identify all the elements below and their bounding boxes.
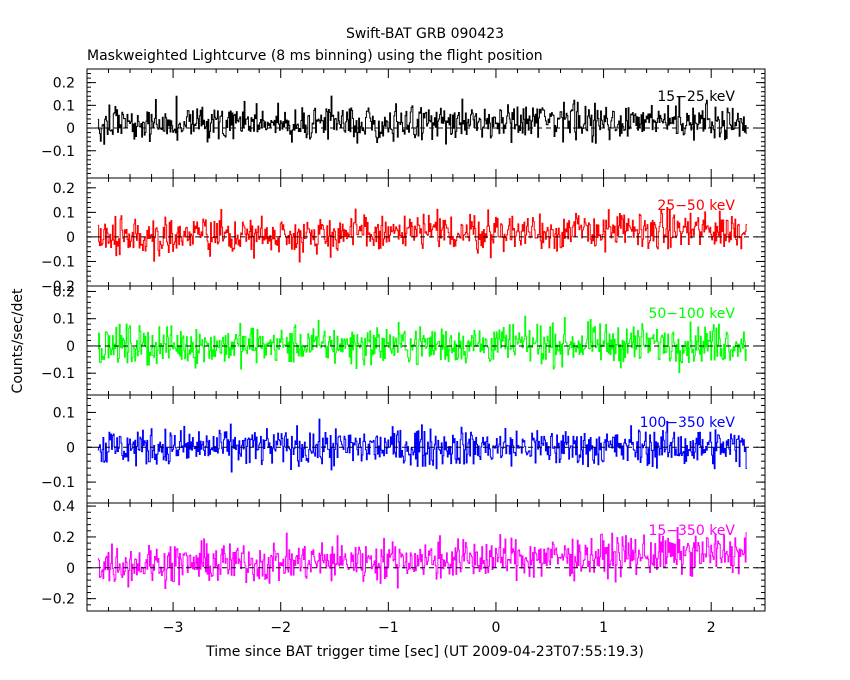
x-tick-label: 1 <box>599 620 608 636</box>
lightcurve-series <box>97 527 747 590</box>
band-label: 15−25 keV <box>657 89 735 105</box>
y-tick-label: −0.1 <box>41 475 75 491</box>
y-tick-label: 0 <box>66 440 75 456</box>
y-tick-label: 0.2 <box>53 76 75 92</box>
x-tick-label: −2 <box>270 620 291 636</box>
band-label: 15−350 keV <box>648 523 735 539</box>
panel-2: −0.2 −0.1 0 0.1 0.2 25−50 keV <box>41 177 766 295</box>
y-tick-label: 0.1 <box>53 98 75 114</box>
panel-5: −0.2 0 0.2 0.4 15−350 keV <box>41 499 766 612</box>
chart-title: Swift-BAT GRB 090423 <box>346 26 504 42</box>
y-tick-label: 0 <box>66 561 75 577</box>
y-tick-label: −0.1 <box>41 144 75 160</box>
y-tick-label: 0 <box>66 339 75 355</box>
band-label: 50−100 keV <box>648 306 735 322</box>
y-tick-label: −0.2 <box>41 279 75 295</box>
panel-frame <box>86 68 766 179</box>
x-tick-label: −3 <box>163 620 184 636</box>
x-tick-label: 2 <box>707 620 716 636</box>
x-tick-label: −1 <box>378 620 399 636</box>
y-tick-label: −0.2 <box>41 592 75 608</box>
panel-3: −0.1 0 0.1 0.2 50−100 keV <box>41 284 766 396</box>
band-label: 25−50 keV <box>657 198 735 214</box>
y-tick-label: 0.2 <box>53 284 75 300</box>
x-tick-label: 0 <box>491 620 500 636</box>
y-tick-label: 0.2 <box>53 530 75 546</box>
panel-4: −0.1 0 0.1 100−350 keV <box>41 394 766 504</box>
y-tick-label: 0.1 <box>53 405 75 421</box>
lightcurve-series <box>97 418 747 473</box>
y-tick-label: 0 <box>66 121 75 137</box>
y-tick-label: 0.4 <box>53 499 75 515</box>
y-tick-label: 0.1 <box>53 312 75 328</box>
chart-subtitle: Maskweighted Lightcurve (8 ms binning) u… <box>87 48 543 64</box>
panel-frame <box>86 502 766 612</box>
y-tick-label: 0.2 <box>53 181 75 197</box>
y-tick-label: −0.1 <box>41 366 75 382</box>
panels-group: −0.1 0 0.1 0.2 15−25 keV −0.2 −0.1 0 0.1 0.2 25−50… <box>41 68 766 612</box>
y-tick-label: −0.1 <box>41 254 75 270</box>
y-axis-label: Counts/sec/det <box>10 288 26 393</box>
x-axis-label: Time since BAT trigger time [sec] (UT 20… <box>205 644 644 660</box>
x-tick-labels: −3 −2 −1 0 1 2 <box>163 620 716 636</box>
y-tick-label: 0 <box>66 230 75 246</box>
band-label: 100−350 keV <box>640 415 736 431</box>
panel-1: −0.1 0 0.1 0.2 15−25 keV <box>41 68 766 179</box>
lightcurve-series <box>97 206 747 263</box>
lightcurve-series <box>97 95 747 145</box>
y-tick-label: 0.1 <box>53 205 75 221</box>
lightcurve-series <box>97 315 747 374</box>
